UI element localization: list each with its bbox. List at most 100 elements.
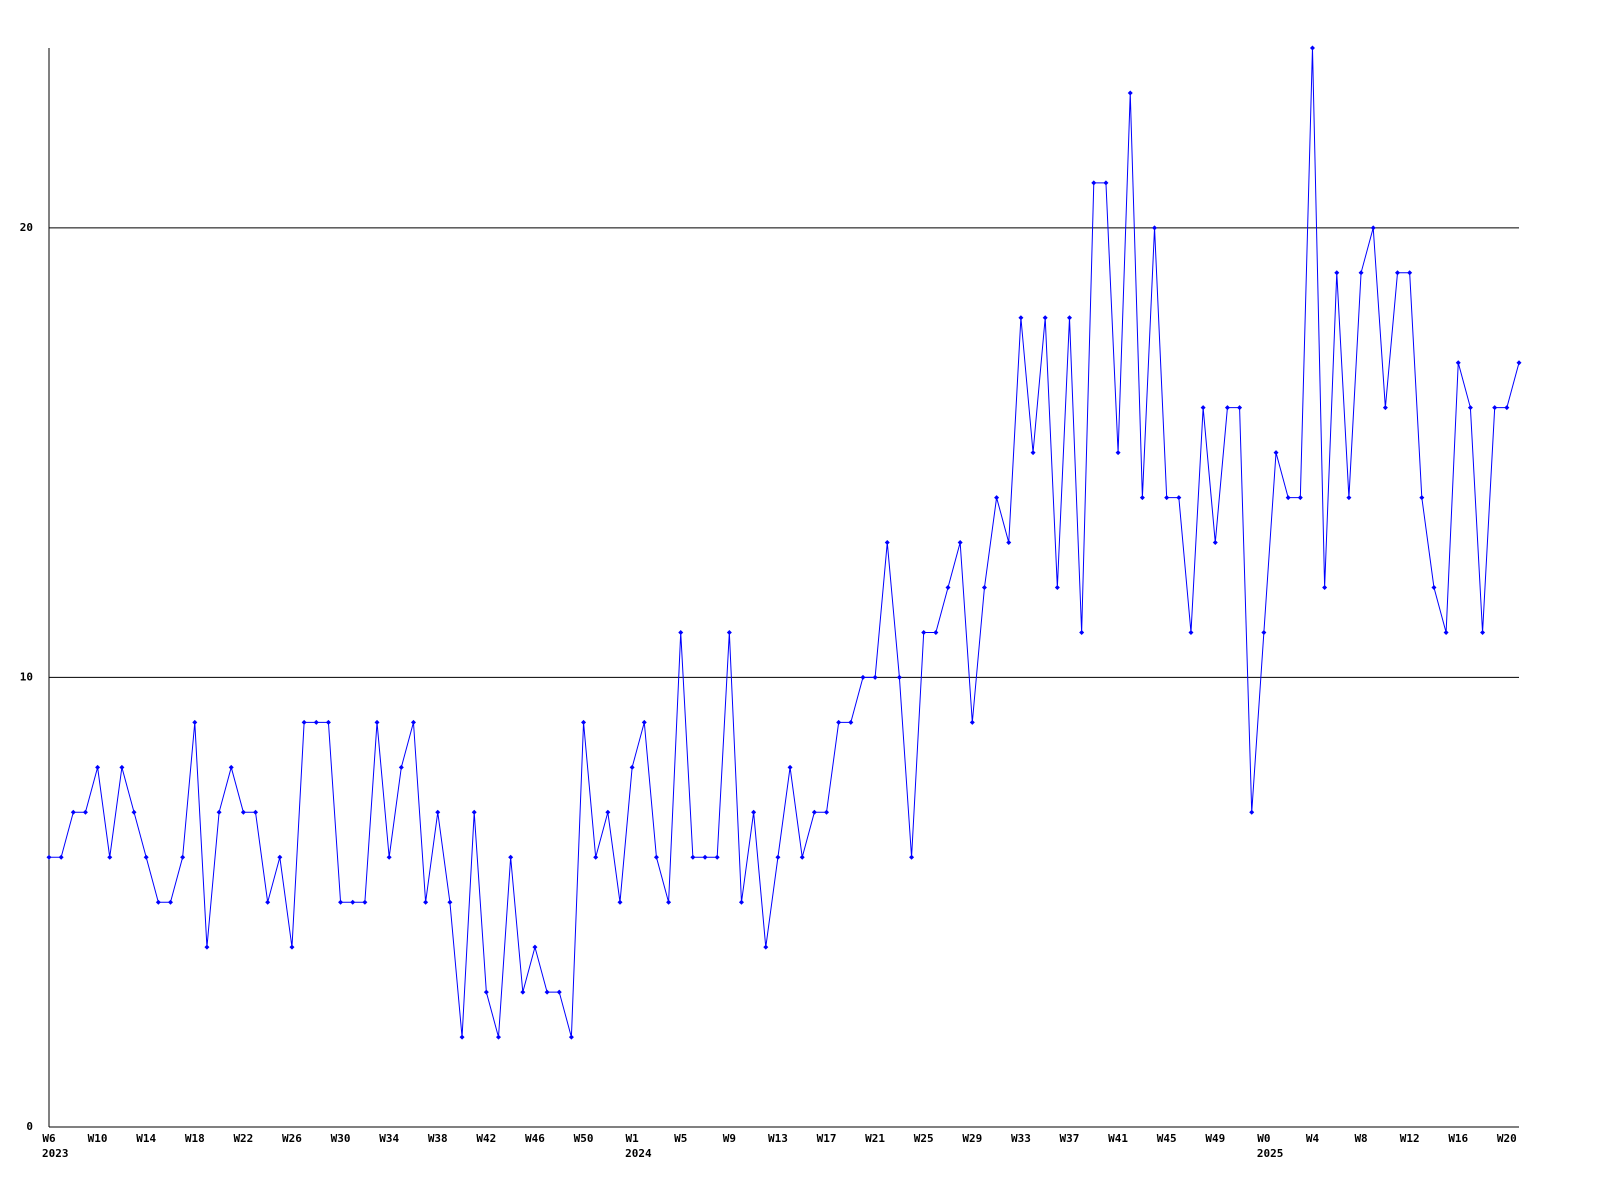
data-point [1066, 315, 1072, 321]
x-tick-label: W33 [1011, 1132, 1031, 1145]
data-point [1492, 405, 1498, 411]
data-point [1091, 180, 1097, 186]
data-point [70, 809, 76, 815]
data-point [1467, 405, 1473, 411]
data-point [1237, 405, 1243, 411]
x-tick-label: W12 [1400, 1132, 1420, 1145]
x-tick-label: W1 [626, 1132, 640, 1145]
data-point [95, 764, 101, 770]
data-point [1054, 585, 1060, 590]
data-point [824, 809, 830, 815]
data-point [799, 854, 805, 860]
data-point [496, 1034, 502, 1040]
data-point [386, 854, 392, 860]
data-point [277, 854, 283, 860]
data-point [1103, 180, 1109, 186]
data-point [532, 944, 538, 950]
data-point [678, 629, 684, 635]
data-point [1455, 360, 1461, 366]
data-point [1200, 405, 1206, 411]
x-tick-label: W37 [1060, 1132, 1080, 1145]
y-tick-label: 0 [26, 1120, 33, 1133]
data-point [180, 854, 186, 860]
data-point [1273, 450, 1279, 456]
data-point [860, 674, 866, 680]
data-point [605, 809, 611, 815]
data-point [556, 989, 562, 995]
x-tick-label: W42 [476, 1132, 496, 1145]
data-point [1212, 540, 1218, 546]
data-point [568, 1034, 574, 1040]
data-point [848, 719, 854, 725]
data-point [629, 764, 635, 770]
data-point [1249, 809, 1255, 815]
x-tick-label: W10 [88, 1132, 108, 1145]
x-year-label: 2023 [42, 1147, 69, 1160]
data-point [666, 899, 672, 905]
x-tick-label: W50 [574, 1132, 594, 1145]
data-point [1431, 585, 1437, 590]
x-tick-label: W4 [1306, 1132, 1320, 1145]
data-point [374, 719, 380, 725]
data-point [1176, 495, 1182, 501]
data-point [82, 809, 88, 815]
data-point [581, 719, 587, 725]
data-point [1382, 405, 1388, 411]
data-point [46, 854, 52, 860]
data-point [544, 989, 550, 995]
data-point [994, 495, 1000, 501]
data-point [1188, 629, 1194, 635]
data-point [909, 854, 915, 860]
data-point [435, 809, 441, 815]
data-point [1079, 629, 1085, 635]
data-point [131, 809, 137, 815]
data-point [1139, 495, 1145, 501]
data-point [1115, 450, 1121, 456]
data-point [58, 854, 64, 860]
data-point [738, 899, 744, 905]
data-point [1322, 585, 1328, 590]
data-point [617, 899, 623, 905]
data-point [921, 629, 927, 635]
data-point [508, 854, 514, 860]
data-point [1395, 270, 1401, 276]
data-point [1030, 450, 1036, 456]
data-point [702, 854, 708, 860]
y-tick-label: 20 [20, 221, 33, 234]
data-point [265, 899, 271, 905]
data-point [1224, 405, 1230, 411]
data-point [1516, 360, 1522, 366]
x-tick-label: W46 [525, 1132, 545, 1145]
x-tick-label: W49 [1205, 1132, 1225, 1145]
data-point [690, 854, 696, 860]
data-point [981, 585, 987, 590]
x-tick-label: W25 [914, 1132, 934, 1145]
data-point [787, 764, 793, 770]
data-point [240, 809, 246, 815]
data-point [1370, 225, 1376, 231]
data-point [155, 899, 161, 905]
data-point [1419, 495, 1425, 501]
data-point [119, 764, 125, 770]
data-point [471, 809, 477, 815]
data-point [763, 944, 769, 950]
data-point [945, 585, 951, 590]
data-point [338, 899, 344, 905]
data-point [1358, 270, 1364, 276]
data-point [1443, 629, 1449, 635]
data-point [1297, 495, 1303, 501]
data-point [1480, 629, 1486, 635]
data-point [957, 540, 963, 546]
data-point [1018, 315, 1024, 321]
data-point [143, 854, 149, 860]
data-point [884, 540, 890, 546]
x-tick-label: W38 [428, 1132, 448, 1145]
x-tick-label: W30 [331, 1132, 351, 1145]
data-point [410, 719, 416, 725]
data-point [969, 719, 975, 725]
data-point [167, 899, 173, 905]
data-point [1334, 270, 1340, 276]
x-tick-label: W14 [136, 1132, 156, 1145]
data-point [751, 809, 757, 815]
